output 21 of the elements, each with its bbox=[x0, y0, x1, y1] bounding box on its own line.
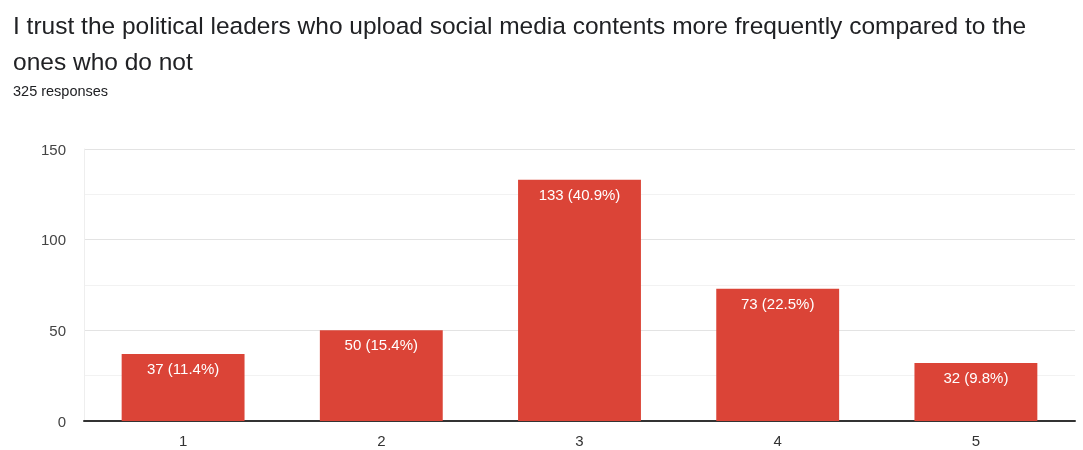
data-label: 37 (11.4%) bbox=[146, 359, 220, 377]
bar bbox=[518, 179, 641, 421]
bar bbox=[716, 288, 840, 421]
y-tick-label: 50 bbox=[49, 321, 66, 339]
bar bbox=[121, 353, 245, 421]
y-tick-label: 100 bbox=[40, 231, 66, 249]
x-tick-label: 1 bbox=[178, 432, 188, 449]
chart-subtitle: 325 responses bbox=[13, 83, 109, 99]
y-tick-label: 0 bbox=[57, 412, 66, 430]
x-tick-label: 2 bbox=[377, 432, 386, 449]
bar bbox=[319, 330, 443, 421]
y-tick-label: 150 bbox=[40, 140, 66, 158]
bar bbox=[914, 362, 1038, 421]
x-tick-label: 4 bbox=[773, 432, 782, 449]
data-label: 73 (22.5%) bbox=[741, 294, 815, 312]
data-label: 133 (40.9%) bbox=[538, 185, 621, 203]
data-label: 50 (15.4%) bbox=[344, 336, 418, 354]
x-tick-label: 5 bbox=[971, 432, 981, 449]
chart-title: I trust the political leaders who upload social media contents more frequently compared to the ones who do not bbox=[13, 11, 1034, 75]
x-tick-label: 3 bbox=[575, 432, 584, 449]
data-label: 32 (9.8%) bbox=[943, 368, 1009, 386]
